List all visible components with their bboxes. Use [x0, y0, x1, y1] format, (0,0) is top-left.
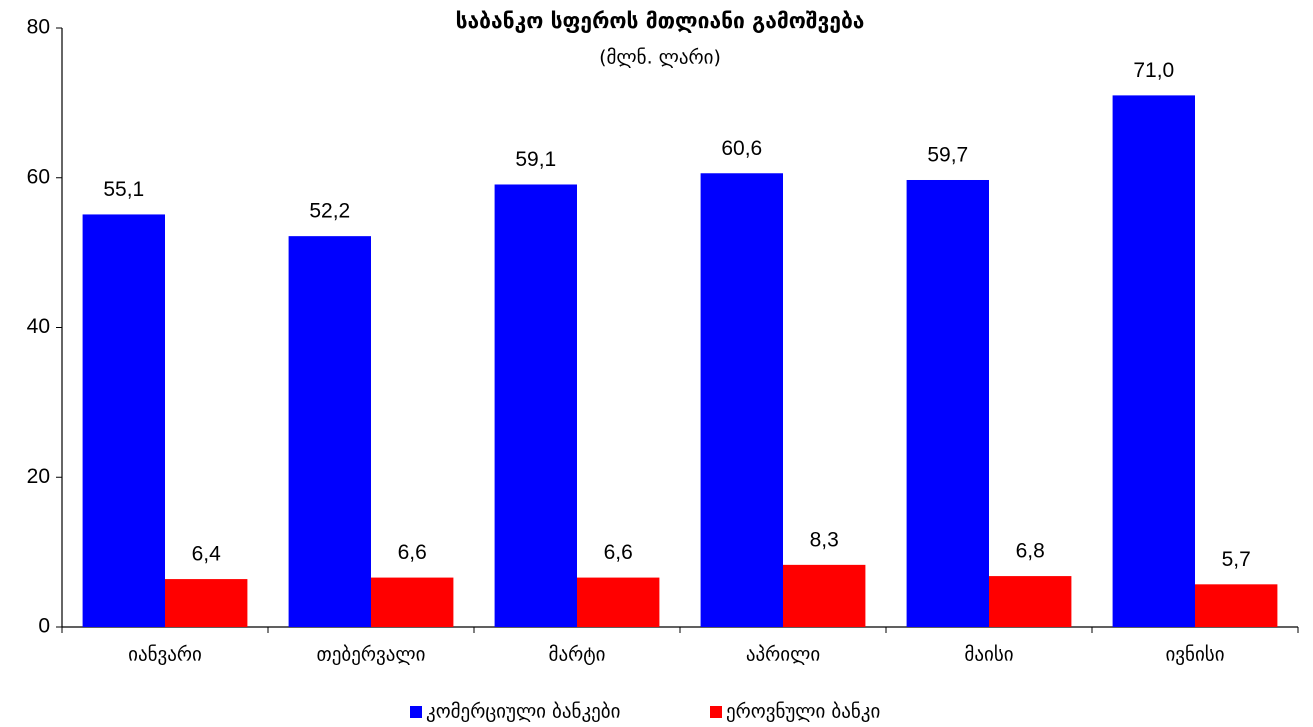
bar — [906, 179, 989, 627]
bar — [783, 564, 866, 627]
legend-swatch — [710, 706, 722, 718]
value-label: 6,8 — [1016, 540, 1045, 563]
y-tick-label: 20 — [27, 465, 50, 488]
bar — [700, 173, 783, 627]
value-label: 6,4 — [192, 543, 222, 566]
value-label: 59,7 — [927, 144, 968, 167]
legend-label: კომერციული ბანკები — [426, 701, 620, 723]
chart-title: საბანკო სფეროს მთლიანი გამოშვება — [456, 9, 865, 33]
y-tick-label: 40 — [27, 315, 50, 338]
value-label: 6,6 — [398, 541, 427, 564]
value-label: 8,3 — [810, 528, 839, 551]
x-tick-label: თებერვალი — [317, 644, 426, 666]
y-tick-label: 80 — [27, 16, 50, 39]
bar — [1195, 584, 1278, 627]
value-label: 55,1 — [103, 178, 144, 201]
bar — [82, 214, 165, 627]
x-tick-label: მარტი — [549, 644, 606, 666]
x-tick-label: იანვარი — [128, 644, 202, 666]
bar — [371, 577, 454, 627]
x-tick-label: აპრილი — [746, 644, 820, 666]
x-tick-label: მაისი — [964, 644, 1013, 666]
bar — [577, 577, 660, 627]
value-label: 52,2 — [309, 200, 350, 223]
chart-subtitle: (მლნ. ლარი) — [599, 47, 721, 69]
legend-swatch — [410, 706, 422, 718]
y-tick-label: 0 — [38, 615, 50, 638]
value-label: 59,1 — [515, 148, 556, 171]
bar — [165, 579, 248, 627]
x-tick-label: ივნისი — [1165, 644, 1224, 666]
bar — [1112, 95, 1195, 627]
value-label: 6,6 — [604, 541, 633, 564]
value-label: 60,6 — [721, 137, 762, 160]
bar — [288, 236, 371, 627]
value-label: 5,7 — [1222, 548, 1251, 571]
bar — [989, 576, 1072, 627]
value-label: 71,0 — [1133, 59, 1174, 82]
y-tick-label: 60 — [27, 165, 50, 188]
legend-label: ეროვნული ბანკი — [726, 701, 880, 723]
bar — [494, 184, 577, 627]
